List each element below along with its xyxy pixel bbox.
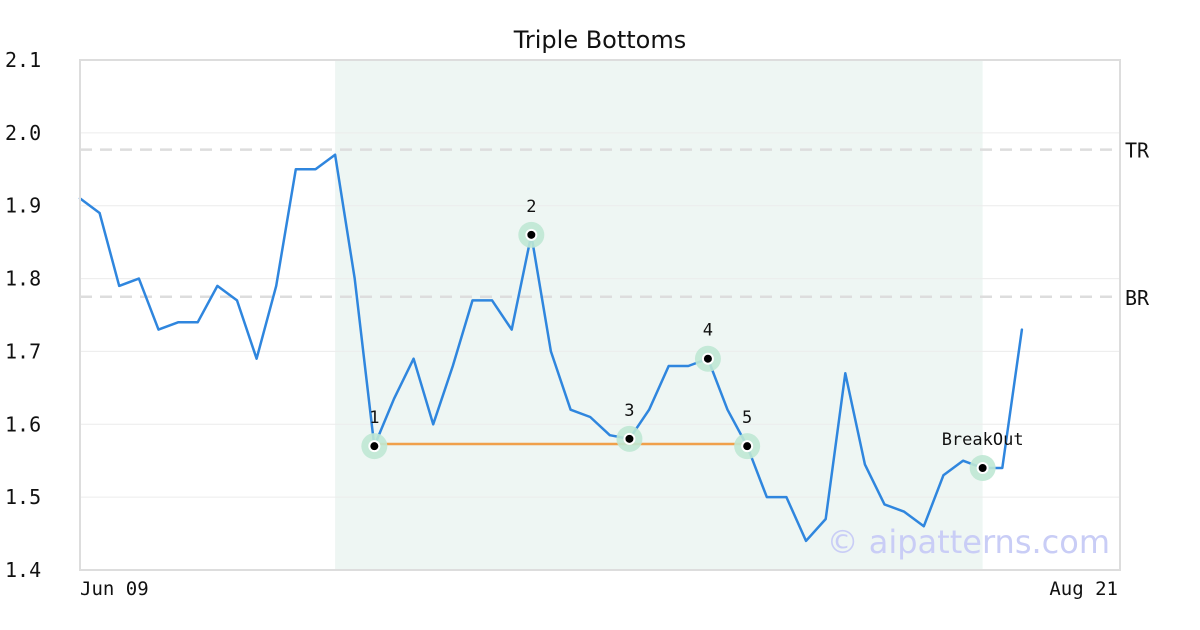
marker-dot-4 <box>701 352 714 365</box>
watermark-text: © aipatterns.com <box>827 523 1110 561</box>
marker-label-2: 2 <box>526 197 536 217</box>
reference-label-tr: TR <box>1125 139 1150 163</box>
pattern-region-layer <box>335 60 983 570</box>
marker-label-5: 5 <box>742 408 752 428</box>
x-tick-label: Jun 09 <box>80 578 149 600</box>
marker-dot-1 <box>368 440 381 453</box>
y-tick-label: 1.9 <box>5 194 41 218</box>
marker-label-1: 1 <box>369 408 379 428</box>
marker-label-breakout: BreakOut <box>942 430 1024 450</box>
reference-label-br: BR <box>1125 286 1150 310</box>
y-tick-label: 1.8 <box>5 267 41 291</box>
y-tick-label: 1.4 <box>5 558 41 582</box>
y-tick-label: 1.6 <box>5 412 41 436</box>
chart-title: Triple Bottoms <box>513 26 687 54</box>
marker-label-4: 4 <box>703 321 713 341</box>
pattern-region-shade <box>335 60 983 570</box>
marker-dot-2 <box>525 228 538 241</box>
axes-layer: 1.4 1.5 1.6 1.7 1.8 1.9 2.0 2.1 Jun 09 Aug 21 <box>5 48 1118 600</box>
y-tick-label: 1.7 <box>5 339 41 363</box>
x-tick-label: Aug 21 <box>1049 578 1118 600</box>
marker-dot-3 <box>623 432 636 445</box>
marker-dot-5 <box>741 440 754 453</box>
annotation-markers-layer: 1 2 3 4 5 BreakOut <box>361 197 1024 481</box>
reference-lines-layer: TR BR <box>80 139 1150 310</box>
y-tick-label: 2.0 <box>5 121 41 145</box>
series-layer <box>78 153 1024 543</box>
y-tick-label: 2.1 <box>5 48 41 72</box>
y-tick-label: 1.5 <box>5 485 41 509</box>
marker-dot-breakout <box>976 462 989 474</box>
marker-label-3: 3 <box>624 401 634 421</box>
price-line <box>78 153 1024 543</box>
plot-frame <box>79 59 1121 571</box>
